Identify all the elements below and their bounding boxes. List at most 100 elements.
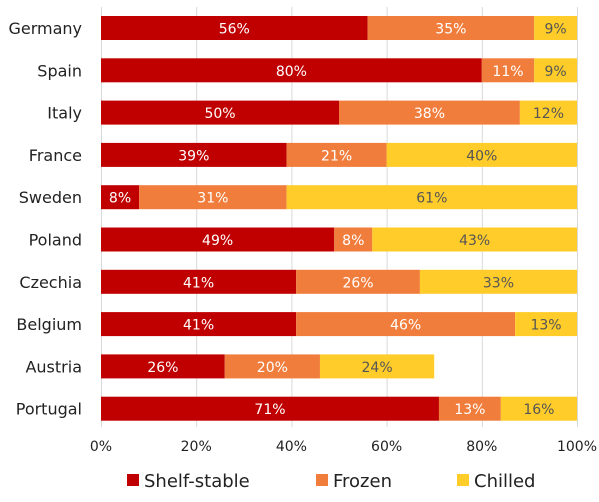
bar-segment-chilled bbox=[534, 58, 577, 83]
legend-label: Shelf-stable bbox=[144, 471, 250, 492]
data-label: 41% bbox=[183, 275, 214, 291]
bar-segment-frozen bbox=[139, 185, 287, 210]
x-axis-ticks: 0% 20% 40% 60% 80% 100% bbox=[90, 439, 597, 455]
data-label: 31% bbox=[197, 191, 228, 207]
category-label: Portugal bbox=[16, 400, 82, 419]
bar-segment-frozen bbox=[296, 269, 420, 294]
category-label: France bbox=[29, 146, 82, 165]
bar-row-poland: 49% 8% 43% bbox=[101, 227, 577, 252]
bar-segment-frozen bbox=[296, 312, 516, 337]
bar-segment-frozen bbox=[438, 396, 501, 421]
legend: Shelf-stable Frozen Chilled bbox=[127, 471, 535, 492]
category-label: Italy bbox=[47, 104, 82, 123]
bar-segment-chilled bbox=[286, 185, 577, 210]
data-label: 38% bbox=[414, 106, 445, 122]
bar-segment-shelf-stable bbox=[101, 16, 368, 40]
bar-segment-chilled bbox=[372, 227, 577, 252]
data-label: 61% bbox=[416, 191, 447, 207]
legend-item-frozen: Frozen bbox=[316, 471, 392, 492]
data-label: 80% bbox=[276, 64, 307, 80]
x-tick-label: 0% bbox=[90, 439, 112, 455]
bar-segment-chilled bbox=[534, 16, 577, 40]
bar-segment-frozen bbox=[367, 16, 535, 40]
bar-segment-chilled bbox=[419, 269, 577, 294]
x-tick-label: 80% bbox=[466, 439, 497, 455]
category-labels: Germany Spain Italy France Sweden Poland Czech… bbox=[8, 19, 82, 419]
data-label: 20% bbox=[257, 360, 288, 376]
bar-segment-chilled bbox=[515, 312, 577, 337]
bar-segment-shelf-stable bbox=[101, 354, 225, 379]
data-label: 43% bbox=[459, 233, 490, 249]
bar-row-spain: 80% 11% 9% bbox=[101, 58, 577, 83]
bar-segment-shelf-stable bbox=[101, 185, 140, 210]
data-label: 9% bbox=[544, 22, 566, 38]
bar-row-czechia: 41% 26% 33% bbox=[101, 269, 577, 294]
category-label: Sweden bbox=[19, 188, 82, 207]
bar-row-germany: 56% 35% 9% bbox=[101, 16, 577, 40]
bar-row-austria: 26% 20% 24% bbox=[101, 354, 435, 379]
data-label: 12% bbox=[533, 106, 564, 122]
x-tick-label: 100% bbox=[557, 439, 597, 455]
x-tick-label: 60% bbox=[371, 439, 402, 455]
bar-segment-frozen bbox=[334, 227, 373, 252]
bar-row-belgium: 41% 46% 13% bbox=[101, 312, 577, 337]
bar-segment-shelf-stable bbox=[101, 396, 439, 421]
category-label: Czechia bbox=[19, 273, 82, 292]
data-label: 71% bbox=[254, 402, 285, 418]
data-label: 26% bbox=[147, 360, 178, 376]
data-label: 39% bbox=[178, 148, 209, 164]
bar-segment-frozen bbox=[224, 354, 320, 379]
bar-segment-shelf-stable bbox=[101, 58, 482, 83]
data-label: 16% bbox=[523, 402, 554, 418]
x-tick-label: 20% bbox=[181, 439, 212, 455]
data-label: 13% bbox=[454, 402, 485, 418]
bar-segment-shelf-stable bbox=[101, 269, 297, 294]
legend-label: Chilled bbox=[474, 471, 535, 492]
data-label: 35% bbox=[435, 22, 466, 38]
bar-segment-shelf-stable bbox=[101, 142, 287, 167]
data-label: 41% bbox=[183, 318, 214, 334]
category-label: Poland bbox=[29, 231, 82, 250]
category-label: Germany bbox=[8, 19, 82, 38]
legend-swatch bbox=[127, 474, 139, 486]
data-label: 56% bbox=[219, 22, 250, 38]
bar-segment-shelf-stable bbox=[101, 312, 297, 337]
bar-segment-chilled bbox=[319, 354, 435, 379]
data-label: 46% bbox=[390, 318, 421, 334]
data-label: 49% bbox=[202, 233, 233, 249]
bar-segment-frozen bbox=[481, 58, 535, 83]
data-label: 11% bbox=[492, 64, 523, 80]
bar-segment-frozen bbox=[286, 142, 387, 167]
data-label: 40% bbox=[466, 148, 497, 164]
category-label: Spain bbox=[37, 61, 82, 80]
bar-segment-chilled bbox=[500, 396, 577, 421]
legend-swatch bbox=[457, 474, 469, 486]
data-label: 33% bbox=[483, 275, 514, 291]
data-label: 13% bbox=[530, 318, 561, 334]
data-label: 24% bbox=[362, 360, 393, 376]
data-label: 8% bbox=[109, 191, 131, 207]
legend-label: Frozen bbox=[333, 471, 392, 492]
category-label: Belgium bbox=[16, 315, 82, 334]
bar-segment-frozen bbox=[339, 100, 520, 125]
legend-swatch bbox=[316, 474, 328, 486]
bar-segment-chilled bbox=[386, 142, 577, 167]
data-label: 50% bbox=[204, 106, 235, 122]
legend-item-chilled: Chilled bbox=[457, 471, 535, 492]
bar-row-italy: 50% 38% 12% bbox=[101, 100, 577, 125]
category-label: Austria bbox=[25, 357, 82, 376]
bar-row-france: 39% 21% 40% bbox=[101, 142, 577, 167]
bar-row-portugal: 71% 13% 16% bbox=[101, 396, 577, 421]
bar-row-sweden: 8% 31% 61% bbox=[101, 185, 577, 210]
bar-segment-shelf-stable bbox=[101, 227, 335, 252]
legend-item-shelf-stable: Shelf-stable bbox=[127, 471, 250, 492]
data-label: 9% bbox=[544, 64, 566, 80]
data-label: 8% bbox=[342, 233, 364, 249]
data-label: 21% bbox=[321, 148, 352, 164]
data-label: 26% bbox=[342, 275, 373, 291]
bar-segment-shelf-stable bbox=[101, 100, 339, 125]
bar-segment-chilled bbox=[519, 100, 577, 125]
x-tick-label: 40% bbox=[276, 439, 307, 455]
